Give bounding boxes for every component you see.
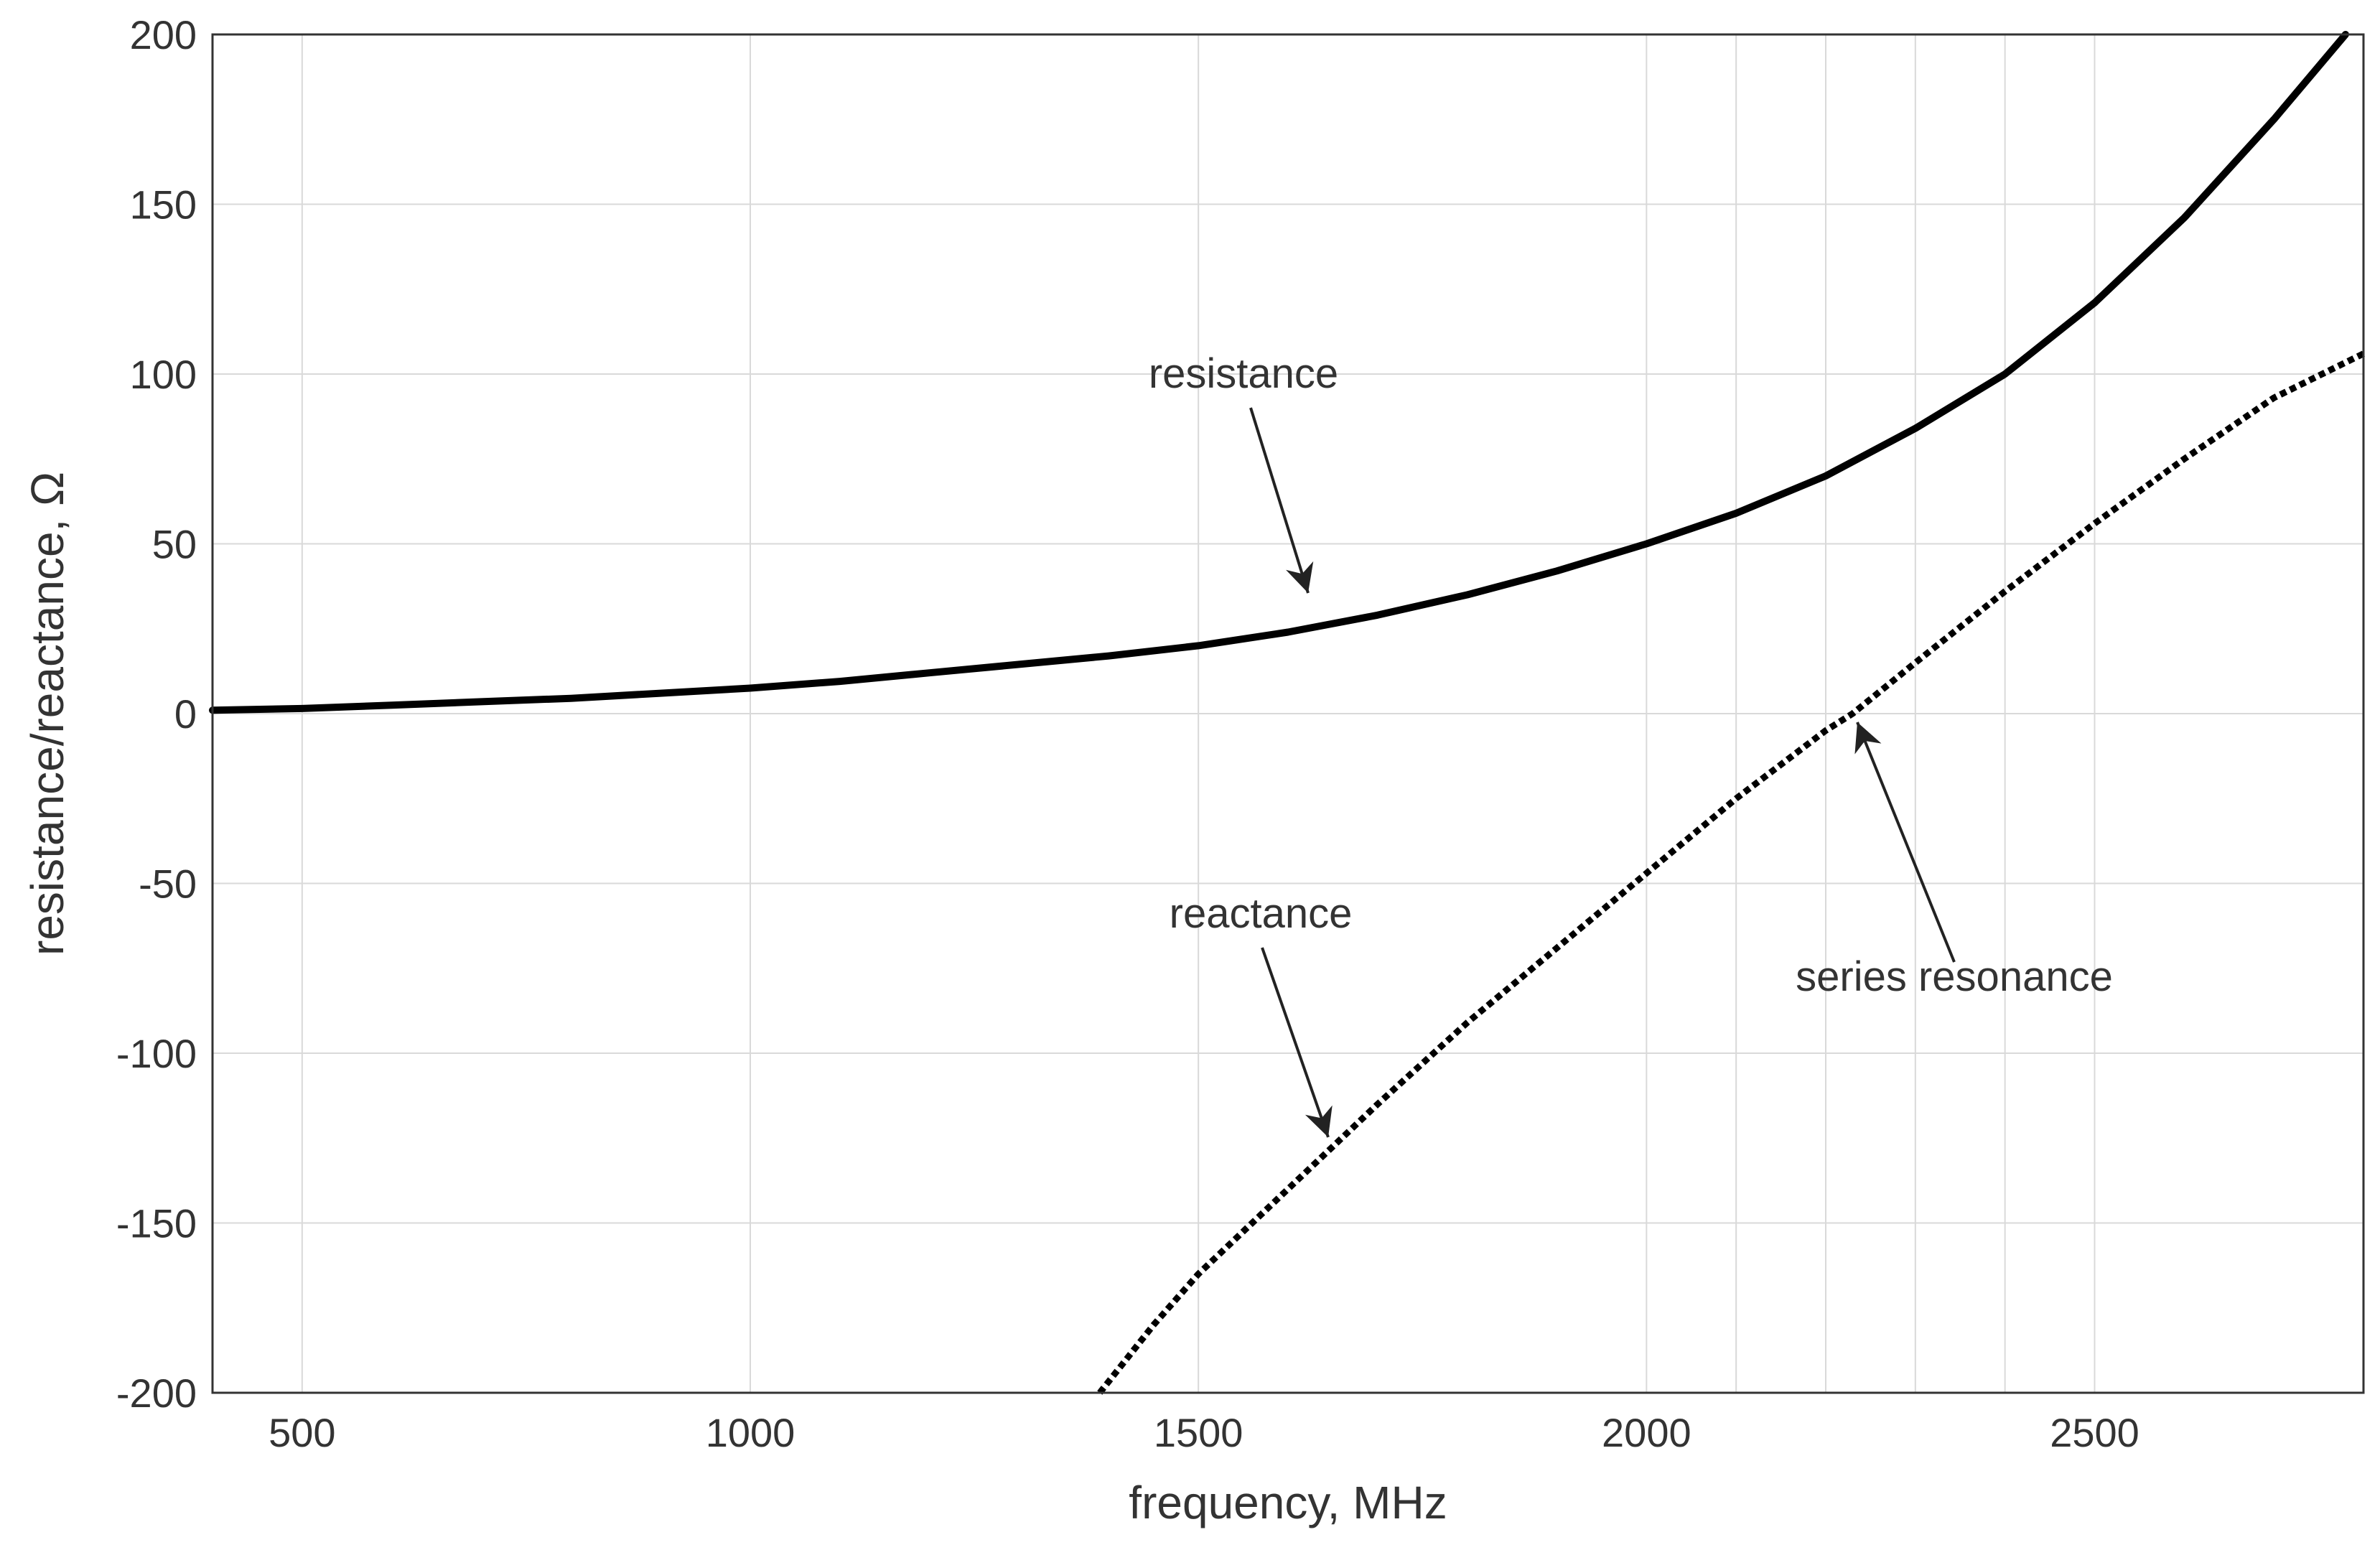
annotation-arrow-resistance — [1249, 407, 1314, 594]
y-tick-label: 50 — [152, 522, 197, 567]
x-tick-label: 2000 — [1602, 1410, 1691, 1455]
y-tick-label: 150 — [130, 182, 197, 228]
y-tick-label: -200 — [116, 1371, 197, 1416]
y-tick-label: 0 — [174, 691, 197, 737]
annotation-arrow-reactance — [1261, 947, 1333, 1138]
data-series — [209, 31, 2365, 1395]
y-tick-label: -150 — [116, 1201, 197, 1246]
reactance-curve — [1097, 350, 2365, 1395]
x-tick-label: 1500 — [1154, 1410, 1243, 1455]
y-tick-label: -100 — [116, 1031, 197, 1076]
plot-frame — [211, 33, 2365, 1394]
annotation-reactance: reactance — [1170, 890, 1353, 937]
annotation-arrow-series-resonance — [1854, 722, 1956, 963]
y-tick-label: -50 — [139, 862, 197, 907]
x-tick-label: 1000 — [706, 1410, 795, 1455]
x-axis-label: frequency, MHz — [1129, 1477, 1447, 1528]
annotation-resistance: resistance — [1149, 350, 1338, 397]
y-tick-label: 100 — [130, 352, 197, 397]
y-axis-label: resistance/reactance, Ω — [22, 472, 73, 956]
x-tick-label: 2500 — [2050, 1410, 2139, 1455]
x-tick-label: 500 — [269, 1410, 335, 1455]
axis-ticks: 500 1000 1500 2000 2500200150100500-50-100-1… — [116, 12, 2139, 1455]
resistance-curve — [209, 31, 2349, 714]
y-tick-label: 200 — [130, 12, 197, 57]
